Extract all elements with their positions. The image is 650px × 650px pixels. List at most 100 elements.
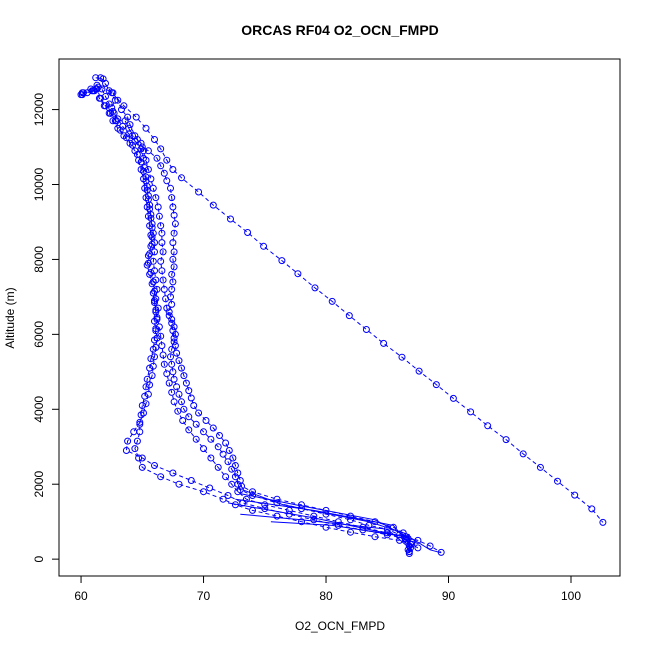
data-point (170, 229, 178, 237)
y-tick-label: 4000 (32, 396, 46, 423)
data-point (170, 248, 178, 256)
x-tick-label: 70 (197, 589, 211, 603)
data-point (168, 285, 176, 293)
data-point (160, 169, 168, 177)
data-point (169, 278, 177, 286)
data-point (151, 462, 158, 469)
data-point (163, 177, 171, 185)
data-point (148, 233, 156, 241)
data-point (165, 379, 173, 387)
data-point (228, 465, 236, 473)
data-point (414, 544, 422, 552)
data-point (136, 418, 144, 426)
data-point (126, 139, 134, 147)
data-point (214, 443, 222, 451)
data-point (137, 166, 145, 173)
data-point (169, 203, 177, 211)
data-point (148, 372, 156, 380)
data-point (273, 499, 281, 507)
data-point (278, 257, 286, 265)
data-point (110, 109, 118, 117)
data-point (502, 436, 510, 444)
data-point (195, 409, 203, 417)
data-point (133, 437, 141, 445)
data-point (449, 394, 457, 402)
data-point (334, 518, 342, 526)
data-point (152, 325, 160, 333)
data-point (138, 463, 146, 471)
data-point (114, 124, 122, 132)
data-point (588, 505, 596, 513)
plot-frame (58, 58, 621, 577)
data-point (97, 74, 105, 82)
chart-title: ORCAS RF04 O2_OCN_FMPD (241, 22, 439, 38)
data-point (157, 473, 165, 481)
data-point (187, 394, 195, 402)
series-line (242, 489, 410, 554)
series-group (227, 502, 442, 554)
data-point (200, 445, 207, 453)
data-point (298, 501, 305, 509)
data-point (152, 295, 160, 303)
data-point (109, 117, 117, 125)
series-line (100, 77, 604, 523)
data-point (209, 201, 217, 209)
data-point (144, 147, 152, 155)
y-tick-label: 8000 (32, 246, 46, 273)
data-point (294, 270, 302, 278)
data-point (170, 263, 178, 271)
data-point (167, 353, 174, 361)
series-group (80, 83, 445, 556)
data-point (571, 491, 579, 499)
data-point (173, 383, 181, 391)
data-point (143, 203, 151, 211)
data-point (216, 432, 223, 439)
data-point (169, 255, 177, 263)
data-point (209, 424, 217, 432)
data-point (158, 229, 166, 237)
data-point (389, 523, 397, 531)
data-point (167, 184, 174, 192)
data-point (157, 332, 165, 340)
data-point (158, 342, 166, 350)
data-point (159, 351, 167, 359)
data-point (102, 93, 109, 100)
data-point (536, 463, 544, 471)
data-point (152, 344, 160, 351)
data-point (599, 518, 607, 526)
data-point (144, 252, 152, 260)
series-line (240, 493, 413, 553)
data-point (157, 145, 165, 153)
data-point (234, 469, 242, 477)
data-point (224, 492, 232, 499)
data-point (120, 102, 128, 110)
series-line (82, 84, 412, 554)
data-point (122, 447, 130, 454)
data-point (170, 338, 178, 346)
data-point (118, 106, 125, 114)
y-tick-label: 12000 (32, 93, 46, 127)
data-point (426, 542, 434, 550)
data-point (169, 327, 177, 335)
data-point (151, 297, 158, 305)
data-point (179, 417, 187, 424)
data-point (158, 267, 166, 275)
data-point (185, 387, 193, 395)
y-axis: 0 2000 4000 6000 8000 10000 12000 (32, 93, 60, 562)
data-point (200, 428, 207, 436)
series-line (80, 88, 419, 549)
data-point (173, 349, 181, 357)
data-point (182, 379, 190, 387)
series-group (240, 493, 413, 553)
data-point (148, 240, 156, 248)
data-point (146, 270, 154, 278)
data-point (144, 212, 152, 220)
data-point (144, 259, 152, 267)
data-point (554, 477, 561, 485)
data-point (170, 323, 178, 331)
data-point (484, 422, 492, 430)
y-tick-label: 6000 (32, 321, 46, 348)
data-point (298, 518, 305, 526)
data-point (92, 74, 100, 82)
data-point (398, 353, 406, 361)
